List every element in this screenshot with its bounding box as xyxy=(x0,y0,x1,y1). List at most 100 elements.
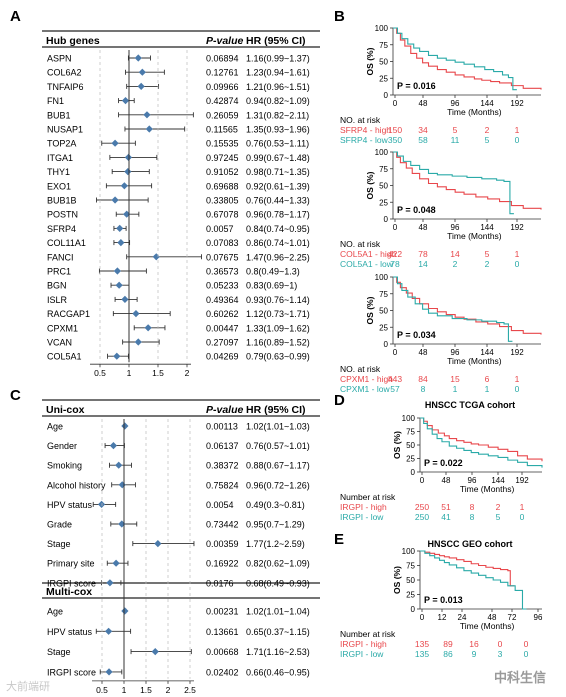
panel-b-2-y-tick-label: 50 xyxy=(379,182,388,191)
panel-a-hr-marker xyxy=(137,82,145,90)
panel-a-hr-marker xyxy=(115,281,123,289)
panel-b-1-y-tick-label: 100 xyxy=(375,24,389,33)
panel-d-risk-count: 0 xyxy=(520,512,525,522)
panel-d-y-label: OS (%) xyxy=(392,431,402,459)
panel-a-row-pvalue: 0.04269 xyxy=(206,352,239,362)
panel-a-row-label: ITGA1 xyxy=(47,153,73,163)
panel-a-hr-marker xyxy=(111,196,119,204)
panel-a-row-hr: 1.23(0.94~1.61) xyxy=(246,68,310,78)
panel-b-1-risk-count: 58 xyxy=(418,135,428,145)
panel-c-uni-row-pvalue: 0.00359 xyxy=(206,539,239,549)
panel-a-row-pvalue: 0.00447 xyxy=(206,323,239,333)
panel-c-multi-row-hr: 0.66(0.46~0.95) xyxy=(246,667,310,677)
panel-b-1-risk-count: 2 xyxy=(485,125,490,135)
panel-d-y-tick-label: 100 xyxy=(402,414,416,423)
panel-b-1-risk-count: 34 xyxy=(418,125,428,135)
panel-c-uni-row-label: Age xyxy=(47,422,63,432)
panel-b-1-curve-high xyxy=(393,27,542,90)
panel-c-uni-row-pvalue: 0.38372 xyxy=(206,461,239,471)
panel-e-risk-count: 0 xyxy=(524,649,529,659)
panel-b-3-risk-count: 443 xyxy=(388,374,402,384)
panel-e-y-tick-label: 75 xyxy=(406,562,415,571)
panel-e-pvalue: P = 0.013 xyxy=(424,595,463,605)
panel-a-row-hr: 0.76(0.44~1.33) xyxy=(246,196,310,206)
panel-c-uni-row-label: Gender xyxy=(47,441,77,451)
watermark-left: 大前端研 xyxy=(6,679,50,693)
panel-b-3-risk-count: 6 xyxy=(485,374,490,384)
panel-d-x-tick-label: 192 xyxy=(515,476,529,485)
panel-b-3-y-tick-label: 50 xyxy=(379,307,388,316)
panel-c-multi-hr-marker xyxy=(151,648,159,656)
panel-a-row-pvalue: 0.67078 xyxy=(206,210,239,220)
panel-c-uni-row-pvalue: 0.0054 xyxy=(206,500,234,510)
panel-a-hr-marker xyxy=(124,168,132,176)
panel-a-row-label: BGN xyxy=(47,281,67,291)
panel-e-risk-group-label: IRGPI - high xyxy=(340,639,387,649)
panel-a-row-label: BUB1B xyxy=(47,196,77,206)
panel-c-uni-hr-marker xyxy=(112,559,120,567)
panel-b-2-x-tick-label: 0 xyxy=(393,223,398,232)
panel-c-cox-forest-plot: C Uni-cox P-value HR (95% CI) Multi-cox … xyxy=(10,387,320,695)
panel-b-1-x-tick-label: 192 xyxy=(510,99,524,108)
panel-e-letter: E xyxy=(334,531,344,548)
panel-c-header-hr: HR (95% CI) xyxy=(246,404,306,416)
panel-b-2-risk-count: 1 xyxy=(515,249,520,259)
panel-a-header-label: Hub genes xyxy=(46,35,100,47)
panel-c-uni-hr-marker xyxy=(97,500,106,508)
panel-b-1-x-label: Time (Months) xyxy=(447,107,502,117)
panel-a-row-pvalue: 0.69688 xyxy=(206,181,239,191)
panel-c-uni-row-label: IRGPI score xyxy=(47,578,96,588)
panel-b-3-risk-title: NO. at risk xyxy=(340,364,381,374)
panel-b-3-y-tick-label: 0 xyxy=(384,340,389,349)
panel-a-row-hr: 0.99(0.67~1.48) xyxy=(246,153,310,163)
panel-a-hr-marker xyxy=(145,125,153,133)
panel-b-1-pvalue: P = 0.016 xyxy=(397,81,436,91)
panel-c-uni-row-hr: 0.88(0.67~1.17) xyxy=(246,461,310,471)
panel-a-row-label: TNFAIP6 xyxy=(47,82,84,92)
panel-a-row-label: POSTN xyxy=(47,210,78,220)
panel-b-2-x-tick-label: 144 xyxy=(480,223,494,232)
panel-a-row-label: CPXM1 xyxy=(47,323,78,333)
panel-c-multi-row-label: IRGPI score xyxy=(47,667,96,677)
panel-e-risk-count: 135 xyxy=(415,639,429,649)
panel-e-risk-group-label: IRGPI - low xyxy=(340,649,384,659)
panel-b-1-x-tick-label: 48 xyxy=(419,99,428,108)
panel-b-2-y-label: OS (%) xyxy=(365,171,375,199)
panel-b-1-x-tick-label: 144 xyxy=(480,99,494,108)
panel-c-uni-row-pvalue: 0.75824 xyxy=(206,480,239,490)
panel-b-3-risk-count: 57 xyxy=(390,384,400,394)
panel-c-uni-row-pvalue: 0.06137 xyxy=(206,441,239,451)
panel-a-row-label: COL5A1 xyxy=(47,352,82,362)
panel-c-uni-row-label: Stage xyxy=(47,539,71,549)
panel-d-risk-count: 2 xyxy=(496,502,501,512)
panel-c-uni-row-label: Smoking xyxy=(47,461,82,471)
panel-c-uni-row-hr: 1.02(1.01~1.03) xyxy=(246,422,310,432)
panel-d-risk-count: 8 xyxy=(470,512,475,522)
panel-b-3-y-tick-label: 100 xyxy=(375,273,389,282)
panel-b-1-x-tick-label: 0 xyxy=(393,99,398,108)
panel-c-multi-hr-marker xyxy=(105,668,113,676)
panel-b-2-curve-high xyxy=(393,151,542,210)
panel-e-y-label: OS (%) xyxy=(392,566,402,594)
panel-b-2-risk-count: 0 xyxy=(515,259,520,269)
panel-c-uni-row-hr: 0.76(0.57~1.01) xyxy=(246,441,310,451)
panel-c-uni-row-pvalue: 0.16922 xyxy=(206,559,239,569)
panel-c-uni-row-hr: 0.96(0.72~1.26) xyxy=(246,480,310,490)
panel-e-risk-count: 135 xyxy=(415,649,429,659)
panel-c-uni-hr-marker xyxy=(121,422,129,430)
panel-b-1-risk-title: NO. at risk xyxy=(340,115,381,125)
panel-a-row-label: FANCI xyxy=(47,252,74,262)
panel-e-y-tick-label: 25 xyxy=(406,591,415,600)
panel-a-hr-marker xyxy=(138,68,146,76)
panel-b-1-y-tick-label: 75 xyxy=(379,41,388,50)
panel-a-row-label: FN1 xyxy=(47,96,64,106)
panel-b-1-y-tick-label: 50 xyxy=(379,58,388,67)
panel-b-2-y-tick-label: 0 xyxy=(384,215,389,224)
panel-b-2-risk-group-label: COL5A1 - low xyxy=(340,259,394,269)
panel-a-hr-marker xyxy=(121,97,130,105)
panel-d-y-tick-label: 25 xyxy=(406,455,415,464)
panel-d-risk-count: 8 xyxy=(470,502,475,512)
panel-c-uni-row-hr: 0.68(0.49~0.93) xyxy=(246,578,310,588)
